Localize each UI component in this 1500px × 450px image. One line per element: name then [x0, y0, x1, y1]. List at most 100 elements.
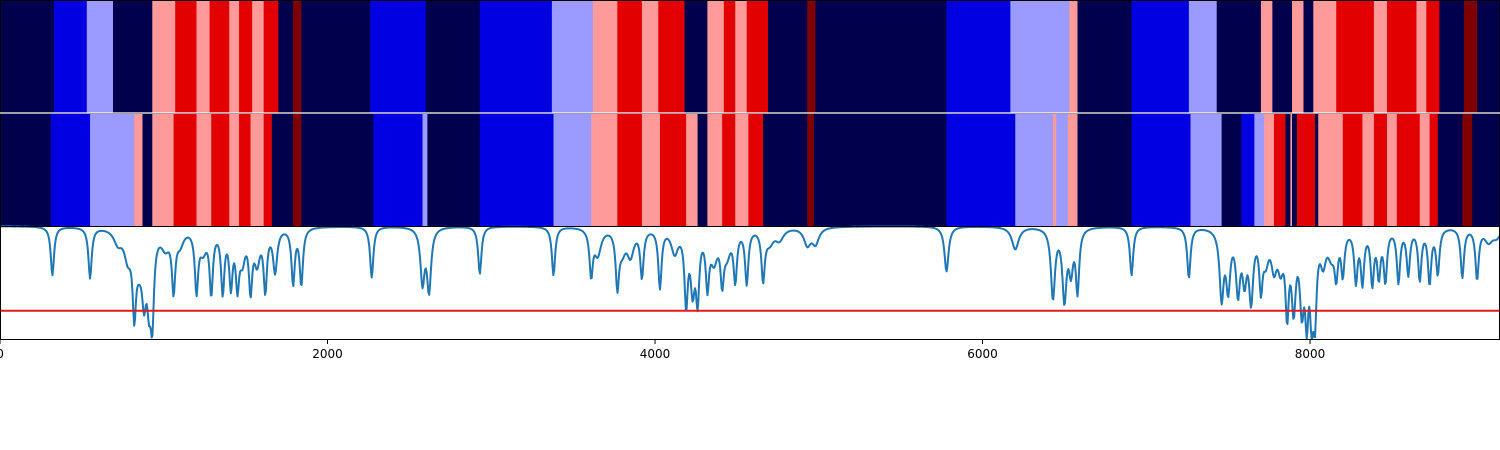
heatmap-segment: [211, 113, 230, 226]
heatmap-segment: [1296, 113, 1316, 226]
heatmap-segment: [229, 0, 240, 113]
heatmap-segment: [813, 113, 948, 226]
heatmap-segment: [551, 0, 594, 113]
heatmap-segment: [1077, 113, 1133, 226]
heatmap-segment: [479, 113, 555, 226]
heatmap-segment: [1264, 113, 1275, 226]
heatmap-segment: [252, 0, 265, 113]
heatmap-panel-middle: [0, 113, 1500, 226]
heatmap-segment: [1292, 113, 1298, 226]
heatmap-segment: [1254, 113, 1265, 226]
heatmap-segment: [1131, 0, 1190, 113]
heatmap-segment: [422, 113, 429, 226]
heatmap-segment: [425, 0, 481, 113]
heatmap-segment: [1416, 0, 1427, 113]
heatmap-segment: [1056, 113, 1069, 226]
heatmap-segment: [427, 113, 481, 226]
x-tick-label: 6000: [967, 347, 998, 361]
heatmap-segment: [553, 113, 592, 226]
heatmap-segment: [50, 113, 91, 226]
heatmap-segment: [239, 0, 253, 113]
heatmap-segment: [659, 113, 687, 226]
x-tick-label: 0: [0, 347, 4, 361]
heatmap-segment: [373, 113, 424, 226]
heatmap-segment: [1188, 0, 1218, 113]
heatmap-segment: [697, 113, 709, 226]
heatmap-segment: [735, 113, 749, 226]
heatmap-segment: [301, 113, 374, 226]
heatmap-segment: [1010, 0, 1070, 113]
heatmap-segment: [54, 0, 88, 113]
heatmap-segment: [684, 0, 709, 113]
heatmap-segment: [152, 113, 175, 226]
heatmap-segment: [1303, 0, 1314, 113]
heatmap-segment: [301, 0, 371, 113]
heatmap-segment: [946, 113, 1016, 226]
heatmap-segment: [1285, 113, 1291, 226]
heatmap-segment: [1313, 0, 1337, 113]
heatmap-segment: [479, 0, 553, 113]
heatmap-segment: [196, 0, 211, 113]
heatmap-segment: [173, 113, 198, 226]
heatmap-segment: [134, 113, 144, 226]
heatmap-segment: [1396, 113, 1421, 226]
heatmap-segment: [263, 0, 279, 113]
heatmap-segment: [1429, 113, 1439, 226]
heatmap-segment: [748, 113, 764, 226]
heatmap-segment: [175, 0, 198, 113]
heatmap-segment: [658, 0, 686, 113]
heatmap-segment: [239, 113, 252, 226]
heatmap-segment: [707, 0, 725, 113]
heatmap-segment: [250, 113, 265, 226]
heatmap-segment: [722, 113, 736, 226]
heatmap-segment: [1318, 113, 1344, 226]
heatmap-segment: [1190, 113, 1223, 226]
heatmap-segment: [293, 0, 302, 113]
heatmap-segment: [1462, 113, 1473, 226]
heatmap-segment: [1216, 0, 1262, 113]
heatmap-segment: [1292, 0, 1305, 113]
heatmap-segment: [1131, 113, 1192, 226]
heatmap-segment: [763, 113, 808, 226]
heatmap-segment: [142, 113, 153, 226]
heatmap-panel-top: [0, 0, 1500, 113]
heatmap-segment: [1387, 0, 1418, 113]
heatmap-segment: [641, 113, 661, 226]
heatmap-segment: [1373, 113, 1388, 226]
heatmap-segment: [1437, 113, 1463, 226]
heatmap-segment: [196, 113, 212, 226]
heatmap-segment: [592, 0, 618, 113]
heatmap-segment: [1439, 0, 1465, 113]
heatmap-segment: [1362, 113, 1375, 226]
heatmap-segment: [1342, 113, 1364, 226]
heatmap-segment: [1290, 113, 1293, 226]
signal-line: [0, 225, 1500, 340]
heatmap-segment: [707, 113, 723, 226]
heatmap-segment: [90, 113, 135, 226]
heatmap-segment: [746, 0, 769, 113]
heatmap-segment: [1052, 113, 1057, 226]
heatmap-segment: [1387, 113, 1398, 226]
heatmap-segment: [293, 113, 302, 226]
x-tick-label: 8000: [1295, 347, 1326, 361]
x-axis: 0 2000 4000 6000 8000: [0, 339, 1325, 361]
heatmap-segment: [807, 0, 817, 113]
heatmap-segment: [946, 0, 1011, 113]
heatmap-segment: [1015, 113, 1054, 226]
heatmap-segment: [278, 0, 294, 113]
heatmap-segment: [815, 0, 948, 113]
heatmap-segment: [1274, 113, 1287, 226]
heatmap-segment: [591, 113, 618, 226]
heatmap-segment: [229, 113, 240, 226]
heatmap-segment: [768, 0, 808, 113]
heatmap-segment: [686, 113, 699, 226]
heatmap-segment: [735, 0, 748, 113]
heatmap-segment: [1260, 0, 1273, 113]
line-panel-bottom: [0, 225, 1500, 340]
heatmap-segment: [86, 0, 114, 113]
heatmap-segment: [370, 0, 427, 113]
x-tick-label: 2000: [312, 347, 343, 361]
heatmap-segment: [1472, 113, 1500, 226]
heatmap-segment: [0, 0, 55, 113]
